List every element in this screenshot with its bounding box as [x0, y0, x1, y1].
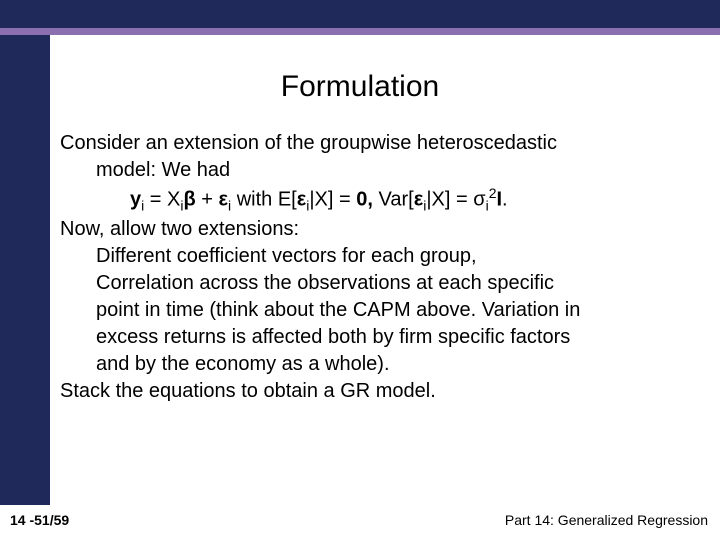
body-line-5c: excess returns is affected both by firm …	[60, 324, 690, 351]
slide-body: Consider an extension of the groupwise h…	[60, 130, 690, 405]
eq-eps3: ε	[414, 189, 424, 211]
eq-withE: with E[	[231, 189, 297, 211]
purple-strip	[0, 28, 720, 35]
top-bar	[0, 0, 720, 28]
eq-sigma: σ	[473, 189, 485, 211]
body-line-3: Now, allow two extensions:	[60, 216, 690, 243]
eq-eps1: ε	[219, 189, 229, 211]
eq-barX: |X] =	[309, 189, 356, 211]
side-bar	[0, 35, 50, 505]
body-line-6: Stack the equations to obtain a GR model…	[60, 378, 690, 405]
slide-title: Formulation	[0, 70, 720, 104]
eq-period: .	[502, 189, 508, 211]
eq-plus: +	[196, 189, 219, 211]
body-line-4: Different coefficient vectors for each g…	[60, 243, 690, 270]
part-title: Part 14: Generalized Regression	[505, 512, 708, 528]
body-line-5: Correlation across the observations at e…	[60, 270, 690, 297]
body-line-1b: model: We had	[60, 157, 690, 184]
eq-barX2: |X] =	[426, 189, 473, 211]
slide: Formulation Consider an extension of the…	[0, 0, 720, 540]
eq-eps2: ε	[297, 189, 307, 211]
body-equation: yi = Xiβ + εi with E[εi|X] = 0, Var[εi|X…	[60, 184, 690, 216]
body-line-1: Consider an extension of the groupwise h…	[60, 130, 690, 157]
eq-eqX: = X	[144, 189, 180, 211]
eq-beta: β	[184, 189, 196, 211]
eq-y: y	[130, 189, 141, 211]
body-line-5d: and by the economy as a whole).	[60, 351, 690, 378]
body-line-5b: point in time (think about the CAPM abov…	[60, 297, 690, 324]
eq-zero: 0,	[356, 189, 373, 211]
slide-number: 14 -51/59	[10, 512, 69, 528]
eq-var: Var[	[373, 189, 414, 211]
